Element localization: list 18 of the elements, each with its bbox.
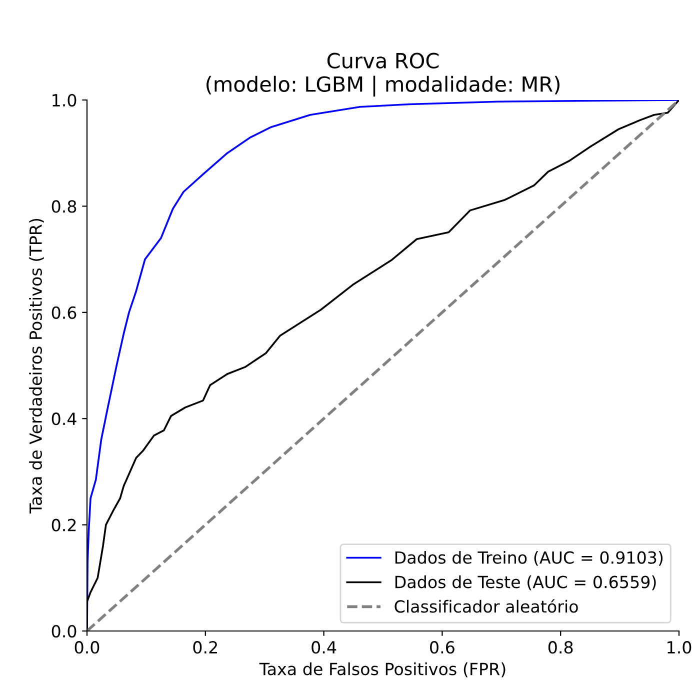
y-tick-label: 1.0: [52, 94, 76, 107]
legend-label: Dados de Teste (AUC = 0.6559): [395, 575, 656, 590]
y-tick-label: 0.8: [52, 200, 76, 213]
x-axis-title: Taxa de Falsos Positivos (FPR): [259, 662, 506, 678]
y-tick-label: 0.4: [52, 412, 76, 426]
x-tick-label: 0.6: [430, 641, 454, 654]
x-tick-label: 1.0: [668, 641, 692, 654]
y-tick-label: 0.6: [52, 306, 76, 319]
x-tick-label: 0.4: [312, 641, 336, 654]
legend-label: Dados de Treino (AUC = 0.9103): [395, 550, 663, 566]
x-tick-label: 0.0: [74, 641, 100, 654]
y-axis-title: Taxa de Verdadeiros Positivos (TPR): [29, 218, 44, 514]
y-tick-label: 0.2: [52, 518, 76, 532]
chart-title: Curva ROC (modelo: LGBM | modalidade: MR): [206, 52, 560, 97]
y-tick-label: 0.0: [52, 624, 76, 638]
x-tick-label: 0.2: [193, 641, 217, 654]
legend-label: Classificador aleatório: [394, 599, 578, 613]
x-tick-label: 0.8: [548, 641, 573, 654]
